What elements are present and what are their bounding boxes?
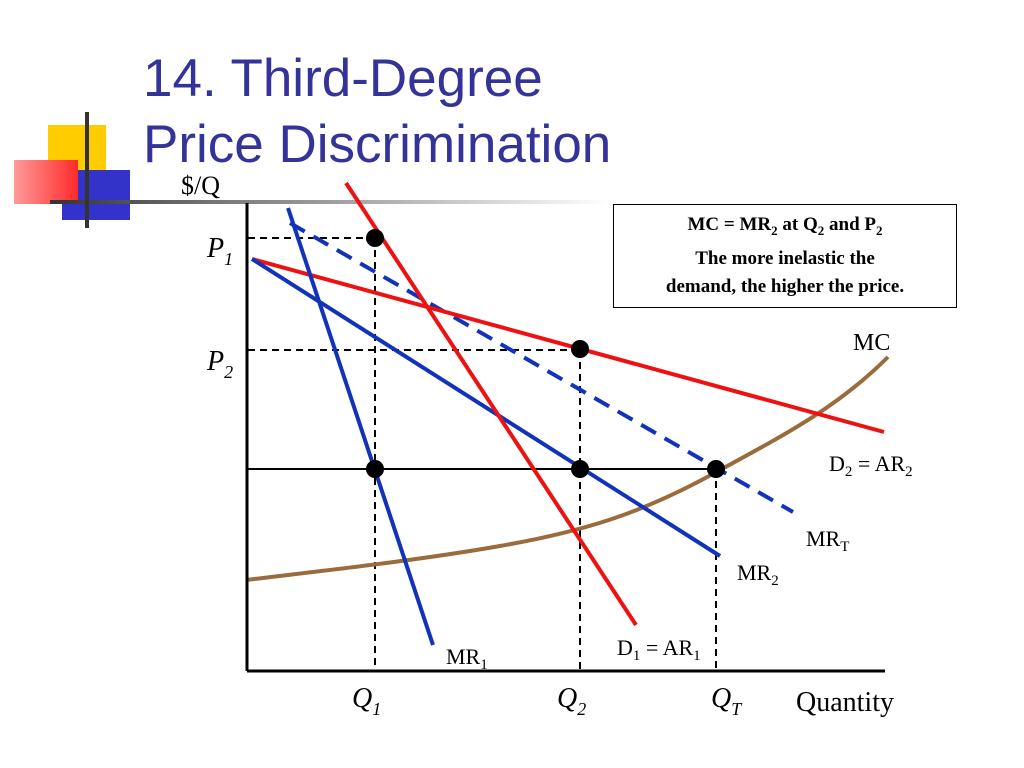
mrt-curve [289, 221, 794, 514]
explanation-box: MC = MR2 at Q2 and P2 The more inelastic… [613, 204, 957, 308]
note-line-3: demand, the higher the price. [665, 275, 905, 297]
mc-curve [245, 355, 890, 582]
mr1-label: MR1 [446, 644, 488, 673]
slide-title: 14. Third-Degree Price Discrimination [143, 46, 611, 178]
deco-vertical-line [85, 112, 89, 228]
p1-label: P1 [206, 233, 233, 269]
x-axis-label: Quantity [796, 687, 894, 718]
point-mr2-mc [571, 460, 589, 478]
title-line-2: Price Discrimination [143, 115, 612, 174]
point-p1-q1 [366, 229, 384, 247]
y-axis-label: $/Q [181, 171, 220, 200]
mr2-label: MR2 [737, 560, 779, 589]
d2-ar2-curve [251, 257, 885, 434]
mrt-label: MRT [806, 526, 849, 555]
mc-label: MC [853, 330, 890, 356]
mr2-curve [250, 257, 722, 558]
d1-ar1-curve [344, 181, 638, 627]
d2-label: D2 = AR2 [829, 451, 913, 480]
note-line-2: The more inelastic the [695, 247, 875, 269]
note-line-1: MC = MR2 at Q2 and P2 [687, 214, 883, 238]
point-mr1-mc [366, 460, 384, 478]
deco-fade-line [50, 200, 610, 204]
d1-label: D1 = AR1 [617, 635, 701, 664]
title-line-1: 14. Third-Degree [143, 49, 543, 108]
q1-label: Q1 [352, 683, 381, 719]
deco-red-bar [14, 160, 78, 204]
qt-label: QT [711, 683, 743, 719]
point-p2-q2 [571, 340, 589, 358]
point-mrt-mc [707, 460, 725, 478]
p2-label: P2 [206, 346, 233, 382]
mr1-curve [286, 207, 435, 646]
q2-label: Q2 [557, 683, 586, 719]
